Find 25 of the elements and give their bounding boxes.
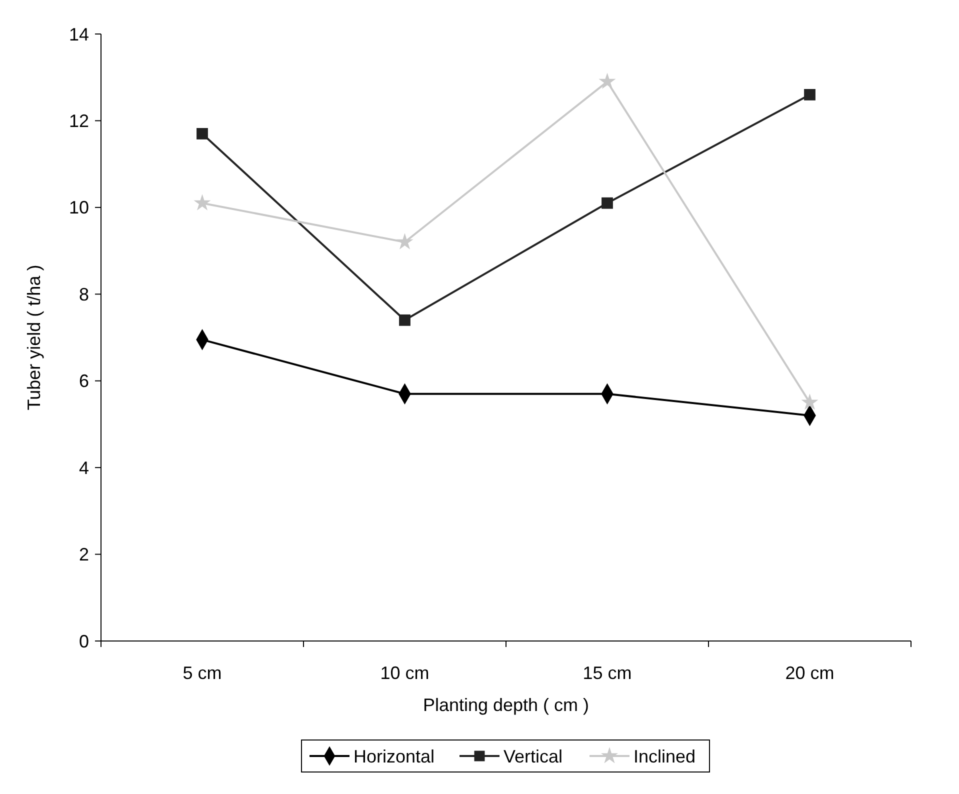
- x-tick-label: 5 cm: [182, 663, 222, 683]
- y-tick-label: 8: [78, 284, 89, 304]
- point: [399, 314, 410, 326]
- legend-label: Vertical: [504, 746, 563, 766]
- y-tick-label: 10: [68, 198, 89, 218]
- y-tick-label: 12: [68, 111, 89, 132]
- point: [396, 233, 414, 250]
- y-tick-label: 14: [68, 24, 89, 44]
- y-tick-label: 2: [78, 544, 89, 565]
- legend-label: Horizontal: [354, 746, 435, 766]
- point: [602, 197, 613, 209]
- legend-label: Inclined: [634, 746, 696, 766]
- point: [194, 194, 211, 210]
- y-tick-label: 4: [78, 458, 89, 478]
- point: [804, 89, 816, 100]
- x-tick-label: 20 cm: [785, 663, 834, 683]
- x-axis-title: Planting depth ( cm ): [422, 695, 590, 715]
- y-axis-title: Tuber yield ( t/ha ): [24, 264, 44, 410]
- y-tick-label: 0: [78, 631, 89, 652]
- point: [598, 72, 616, 89]
- point: [196, 128, 208, 140]
- y-tick-label: 6: [78, 371, 89, 392]
- point: [801, 394, 818, 410]
- x-tick-label: 15 cm: [582, 663, 632, 683]
- x-tick-label: 10 cm: [380, 663, 430, 683]
